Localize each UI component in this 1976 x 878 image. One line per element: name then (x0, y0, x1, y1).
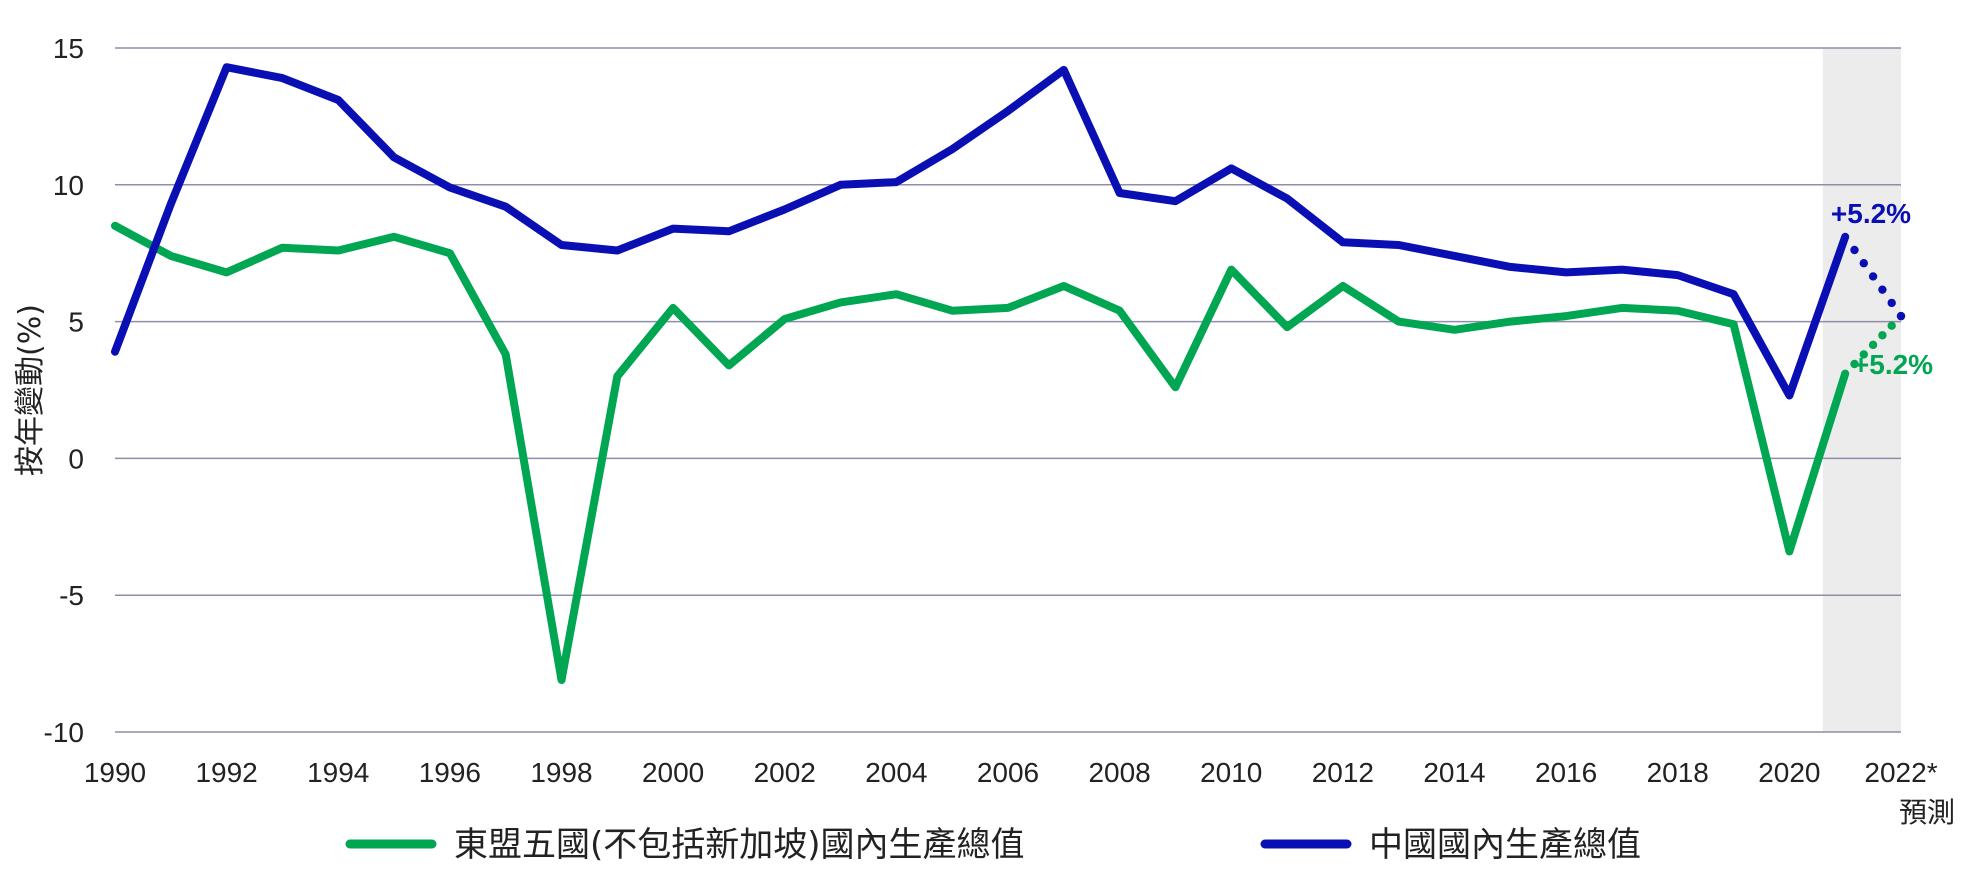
forecast-dot (1887, 298, 1896, 308)
legend-label: 中國國內生產總值 (1369, 825, 1641, 865)
series-line-1 (111, 221, 1850, 684)
forecast-dot (1887, 321, 1896, 330)
series-annotation-2: +5.2% (1831, 198, 1911, 229)
x-tick-label: 2002 (754, 757, 816, 788)
legend: 東盟五國(不包括新加坡)國內生產總值 中國國內生產總值 (345, 825, 1641, 865)
forecast-label: 預測 (1899, 797, 1955, 828)
x-tick-label: 1992 (195, 757, 257, 788)
x-tick-label: 2020 (1758, 757, 1820, 788)
y-tick-label: 0 (68, 443, 84, 474)
forecast-region (1822, 48, 1901, 732)
y-tick-label: -5 (59, 580, 84, 611)
x-axis-ticks: 1990 1992 1994 1996 1998 2000 2002 2004 2006 2008… (84, 757, 1938, 788)
forecast-dot (1868, 340, 1878, 350)
y-axis-ticks: 15 10 5 0 -5 -10 (44, 33, 84, 748)
x-tick-label: 2004 (865, 757, 927, 788)
forecast-dot (1859, 350, 1868, 359)
x-tick-label: 2012 (1312, 757, 1374, 788)
x-tick-label: 1994 (307, 757, 369, 788)
series-line-2 (111, 63, 1850, 400)
y-tick-label: 5 (68, 307, 84, 338)
y-axis-label: 按年變動(%) (13, 304, 48, 476)
x-tick-label: 2010 (1200, 757, 1262, 788)
forecast-dot (1878, 331, 1887, 340)
grid-lines (115, 47, 1901, 733)
forecast-dot (1850, 359, 1859, 369)
x-tick-label: 2022* (1864, 757, 1937, 788)
forecast-dot (1868, 272, 1878, 281)
x-tick-label: 2014 (1423, 757, 1485, 788)
forecast-dot (1896, 311, 1906, 321)
x-tick-label: 2018 (1647, 757, 1709, 788)
y-tick-label: 10 (53, 170, 84, 201)
y-tick-label: 15 (53, 33, 84, 64)
x-tick-label: 2008 (1088, 757, 1150, 788)
legend-label: 東盟五國(不包括新加坡)國內生產總值 (454, 825, 1025, 865)
x-tick-label: 1990 (84, 757, 146, 788)
x-tick-label: 2006 (977, 757, 1039, 788)
forecast-dot (1878, 285, 1887, 294)
forecast-dot (1850, 245, 1859, 255)
forecast-dot (1859, 259, 1868, 268)
x-tick-label: 1998 (530, 757, 592, 788)
x-tick-label: 2016 (1535, 757, 1597, 788)
x-tick-label: 1996 (419, 757, 481, 788)
y-tick-label: -10 (44, 717, 84, 748)
x-tick-label: 2000 (642, 757, 704, 788)
series-layer: +5.2% +5.2% (111, 63, 1933, 684)
series-annotation-1: +5.2% (1853, 349, 1933, 380)
